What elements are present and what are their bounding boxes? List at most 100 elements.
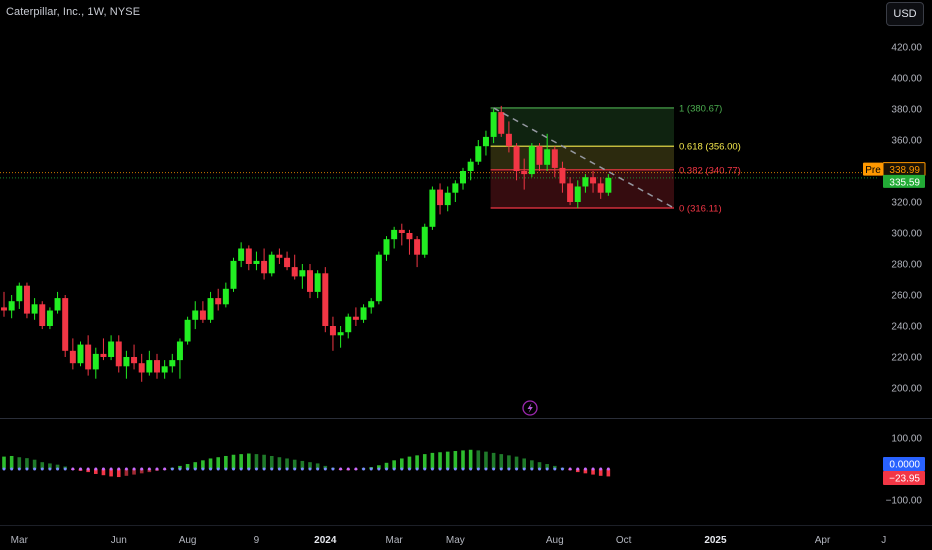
oscillator-bar bbox=[25, 458, 29, 469]
zero-cross-dot bbox=[254, 467, 258, 471]
candle-body bbox=[299, 270, 306, 277]
fib-retracement[interactable]: 1 (380.67) 0.618 (356.00) 0.382 (340.77) 0 … bbox=[490, 103, 741, 215]
candle-body bbox=[184, 319, 191, 342]
candle-body bbox=[460, 171, 466, 184]
x-tick-label: Mar bbox=[386, 535, 404, 546]
candle-body bbox=[498, 112, 505, 134]
oscillator-bar bbox=[147, 469, 152, 473]
zero-cross-dot bbox=[193, 467, 197, 471]
oscillator-bar bbox=[116, 469, 121, 478]
axes: 200.00 220.00 240.00 260.00 280.00 300.00 320.… bbox=[0, 43, 932, 546]
oscillator-bar bbox=[606, 469, 611, 477]
oscillator-bar bbox=[247, 453, 251, 469]
zero-cross-dot bbox=[331, 467, 335, 471]
trendline[interactable] bbox=[493, 107, 675, 209]
zero-cross-dot bbox=[71, 467, 75, 471]
candle-body bbox=[230, 260, 237, 289]
y-tick-label: 420.00 bbox=[891, 43, 922, 54]
zero-cross-dot bbox=[476, 467, 480, 471]
candle-body bbox=[521, 171, 528, 175]
zero-cross-dot bbox=[484, 467, 488, 471]
pre-price-badge: 338.99 bbox=[889, 165, 920, 176]
zero-cross-dot bbox=[117, 467, 121, 471]
oscillator-bar bbox=[262, 454, 266, 469]
oscillator-bar bbox=[17, 457, 22, 469]
candle-body bbox=[62, 298, 69, 351]
zero-cross-dot bbox=[94, 467, 98, 471]
candle-body bbox=[69, 350, 76, 364]
zero-cross-dot bbox=[300, 467, 304, 471]
candle-body bbox=[138, 363, 145, 373]
oscillator-bar bbox=[537, 462, 542, 469]
oscillator-pane bbox=[2, 449, 611, 478]
oscillator-bar bbox=[430, 452, 435, 469]
y-tick-label: 240.00 bbox=[891, 322, 922, 333]
oscillator-bar bbox=[239, 454, 243, 469]
zero-cross-dot bbox=[369, 467, 373, 471]
zero-cross-dot bbox=[538, 467, 541, 471]
zero-cross-dot bbox=[553, 467, 557, 471]
candle-body bbox=[131, 357, 138, 364]
candle-body bbox=[314, 273, 321, 292]
oscillator-bar bbox=[484, 451, 488, 469]
zero-cross-dot bbox=[163, 467, 167, 471]
candle-body bbox=[123, 357, 130, 367]
candle-body bbox=[482, 136, 489, 147]
zero-cross-dot bbox=[2, 467, 6, 471]
last-price-badge: 335.59 bbox=[889, 177, 920, 188]
zero-cross-dot bbox=[400, 467, 404, 471]
pre-label: Pre bbox=[865, 165, 881, 176]
zero-cross-dot bbox=[186, 467, 190, 471]
y-tick-label: 300.00 bbox=[891, 229, 922, 240]
candle-body bbox=[39, 304, 46, 326]
zero-cross-dot bbox=[293, 467, 297, 471]
zero-cross-dot bbox=[522, 467, 526, 471]
x-tick-label: Aug bbox=[179, 535, 197, 546]
oscillator-bar bbox=[269, 455, 274, 469]
candle-body bbox=[192, 310, 199, 320]
oscillator-bar bbox=[2, 456, 6, 469]
candle-body bbox=[176, 341, 183, 361]
osc-value-badge: −23.95 bbox=[889, 474, 920, 485]
candle-body bbox=[406, 233, 413, 240]
zero-cross-dot bbox=[308, 467, 312, 471]
zero-cross-dot bbox=[453, 467, 457, 471]
chart-title: Caterpillar, Inc., 1W, NYSE bbox=[6, 6, 141, 18]
oscillator-bar bbox=[553, 465, 557, 469]
pre-label-bg bbox=[863, 162, 883, 176]
zero-cross-dot bbox=[507, 467, 511, 471]
x-tick-label: 2025 bbox=[704, 535, 727, 546]
candle-body bbox=[329, 326, 336, 336]
zero-cross-dot bbox=[323, 467, 327, 471]
oscillator-bar bbox=[438, 452, 442, 469]
zero-cross-dot bbox=[446, 467, 450, 471]
oscillator-bar bbox=[231, 454, 236, 469]
oscillator-bar bbox=[422, 454, 427, 469]
candle-body bbox=[222, 288, 229, 305]
osc-signal-badge-bg bbox=[883, 457, 925, 471]
oscillator-bar bbox=[530, 460, 534, 469]
zero-cross-dot bbox=[407, 467, 411, 471]
candle-body bbox=[360, 307, 367, 320]
oscillator-bar bbox=[476, 450, 481, 469]
candle-body bbox=[475, 146, 482, 162]
oscillator-bar bbox=[124, 469, 129, 476]
candle-body bbox=[16, 285, 23, 302]
x-tick-label: J bbox=[881, 535, 886, 546]
zero-cross-dot bbox=[377, 467, 381, 471]
zero-cross-dot bbox=[178, 467, 182, 471]
oscillator-bar bbox=[377, 465, 381, 469]
oscillator-bar bbox=[132, 469, 136, 475]
oscillator-bar bbox=[86, 469, 90, 473]
candle-body bbox=[284, 257, 291, 268]
candle-body bbox=[115, 341, 122, 367]
zero-cross-dot bbox=[25, 467, 29, 471]
candle-body bbox=[238, 248, 245, 261]
candle-body bbox=[605, 177, 612, 193]
fib-zone-0 bbox=[490, 107, 674, 147]
candle-body bbox=[567, 183, 574, 202]
y-tick-label: 260.00 bbox=[891, 291, 922, 302]
currency-button[interactable]: USD bbox=[886, 2, 924, 26]
x-tick-label: Apr bbox=[815, 535, 831, 546]
